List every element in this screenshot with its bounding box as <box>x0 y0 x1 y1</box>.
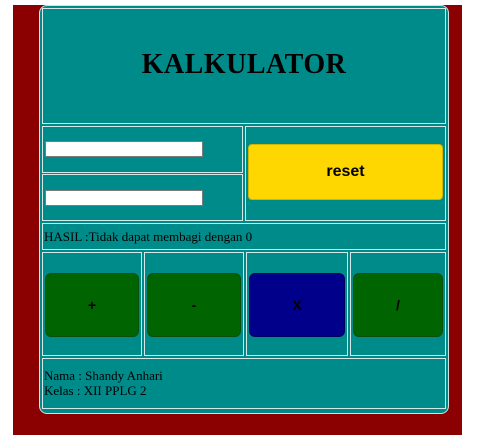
author-info: Nama : Shandy Anhari Kelas : XII PPLG 2 <box>44 368 163 398</box>
divide-button[interactable]: / <box>353 273 443 337</box>
second-number-input[interactable] <box>45 190 203 206</box>
divide-cell: / <box>350 252 446 356</box>
footer-cell: Nama : Shandy Anhari Kelas : XII PPLG 2 <box>42 358 446 409</box>
calculator-panel: KALKULATOR reset HASIL :Tidak dapat memb… <box>39 5 449 414</box>
reset-button[interactable]: reset <box>248 144 443 200</box>
result-text: HASIL :Tidak dapat membagi dengan 0 <box>44 229 253 244</box>
first-number-input[interactable] <box>45 141 203 157</box>
multiply-button[interactable]: X <box>249 273 345 337</box>
add-cell: + <box>42 252 142 356</box>
first-input-cell <box>42 126 243 173</box>
page-title: KALKULATOR <box>141 49 347 80</box>
add-button[interactable]: + <box>45 273 139 337</box>
result-cell: HASIL :Tidak dapat membagi dengan 0 <box>42 223 446 250</box>
reset-cell: reset <box>245 126 446 221</box>
title-cell: KALKULATOR <box>42 8 446 124</box>
author-name: Nama : Shandy Anhari <box>44 368 163 383</box>
subtract-cell: - <box>144 252 244 356</box>
author-class: Kelas : XII PPLG 2 <box>44 383 147 398</box>
multiply-cell: X <box>246 252 348 356</box>
second-input-cell <box>42 174 243 221</box>
subtract-button[interactable]: - <box>147 273 241 337</box>
